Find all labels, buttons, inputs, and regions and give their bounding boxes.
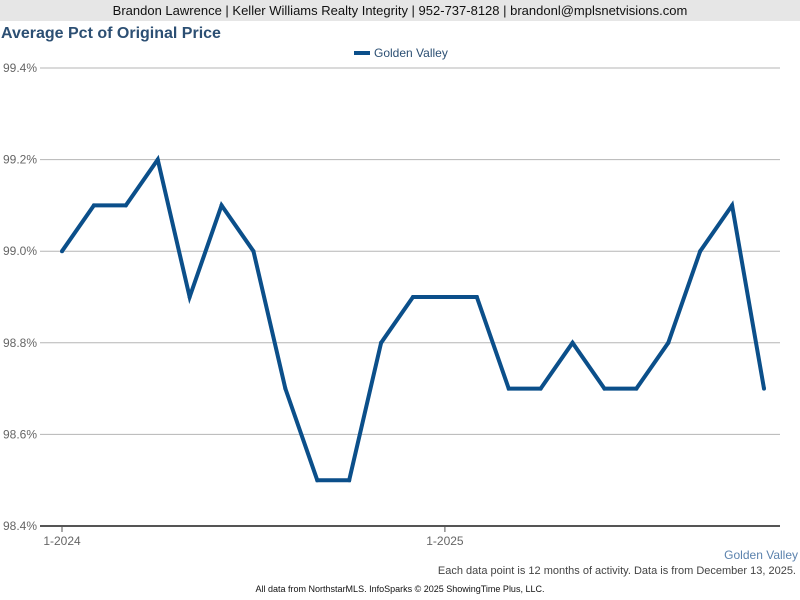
- data-point[interactable]: [730, 203, 735, 208]
- series-label: Golden Valley: [724, 548, 798, 562]
- series-line[interactable]: [60, 154, 766, 483]
- data-point[interactable]: [155, 157, 160, 162]
- data-point[interactable]: [91, 203, 96, 208]
- legend-label: Golden Valley: [374, 46, 448, 60]
- x-axis-ticks: 1-2024 1-2025: [43, 526, 464, 548]
- data-point[interactable]: [698, 249, 703, 254]
- data-point[interactable]: [187, 295, 192, 299]
- data-point[interactable]: [442, 295, 447, 299]
- data-point[interactable]: [506, 386, 511, 391]
- data-point[interactable]: [219, 203, 224, 208]
- footnote: Each data point is 12 months of activity…: [437, 565, 796, 577]
- data-point[interactable]: [315, 478, 320, 483]
- data-point[interactable]: [347, 478, 352, 483]
- series-lines: [60, 154, 766, 483]
- footer-credit: All data from NorthstarMLS. InfoSparks ©…: [255, 584, 545, 594]
- data-point[interactable]: [666, 340, 671, 345]
- data-point[interactable]: [474, 295, 479, 299]
- legend-swatch: [354, 51, 370, 55]
- y-tick-label: 98.6%: [3, 427, 37, 441]
- y-tick-label: 98.4%: [3, 519, 37, 533]
- data-point[interactable]: [123, 203, 128, 208]
- x-tick-label: 1-2025: [426, 534, 464, 548]
- data-point[interactable]: [379, 340, 384, 345]
- data-point[interactable]: [411, 295, 415, 299]
- gridlines: [40, 67, 780, 435]
- legend[interactable]: Golden Valley: [354, 46, 448, 60]
- y-tick-label: 99.4%: [3, 61, 37, 75]
- data-point[interactable]: [283, 386, 288, 391]
- data-point[interactable]: [570, 340, 575, 345]
- y-tick-label: 99.0%: [3, 244, 37, 258]
- x-tick-label: 1-2024: [43, 534, 81, 548]
- y-tick-label: 98.8%: [3, 336, 37, 350]
- data-point[interactable]: [634, 386, 639, 391]
- y-tick-label: 99.2%: [3, 153, 37, 167]
- agent-contact-header: Brandon Lawrence | Keller Williams Realt…: [0, 0, 800, 21]
- y-axis-ticks: 99.4% 99.2% 99.0% 98.8% 98.6% 98.4%: [3, 61, 37, 533]
- chart-title: Average Pct of Original Price: [1, 25, 221, 42]
- data-point[interactable]: [602, 386, 607, 391]
- data-point[interactable]: [762, 386, 766, 391]
- data-point[interactable]: [251, 249, 256, 254]
- data-point[interactable]: [538, 386, 543, 391]
- data-point[interactable]: [60, 249, 64, 254]
